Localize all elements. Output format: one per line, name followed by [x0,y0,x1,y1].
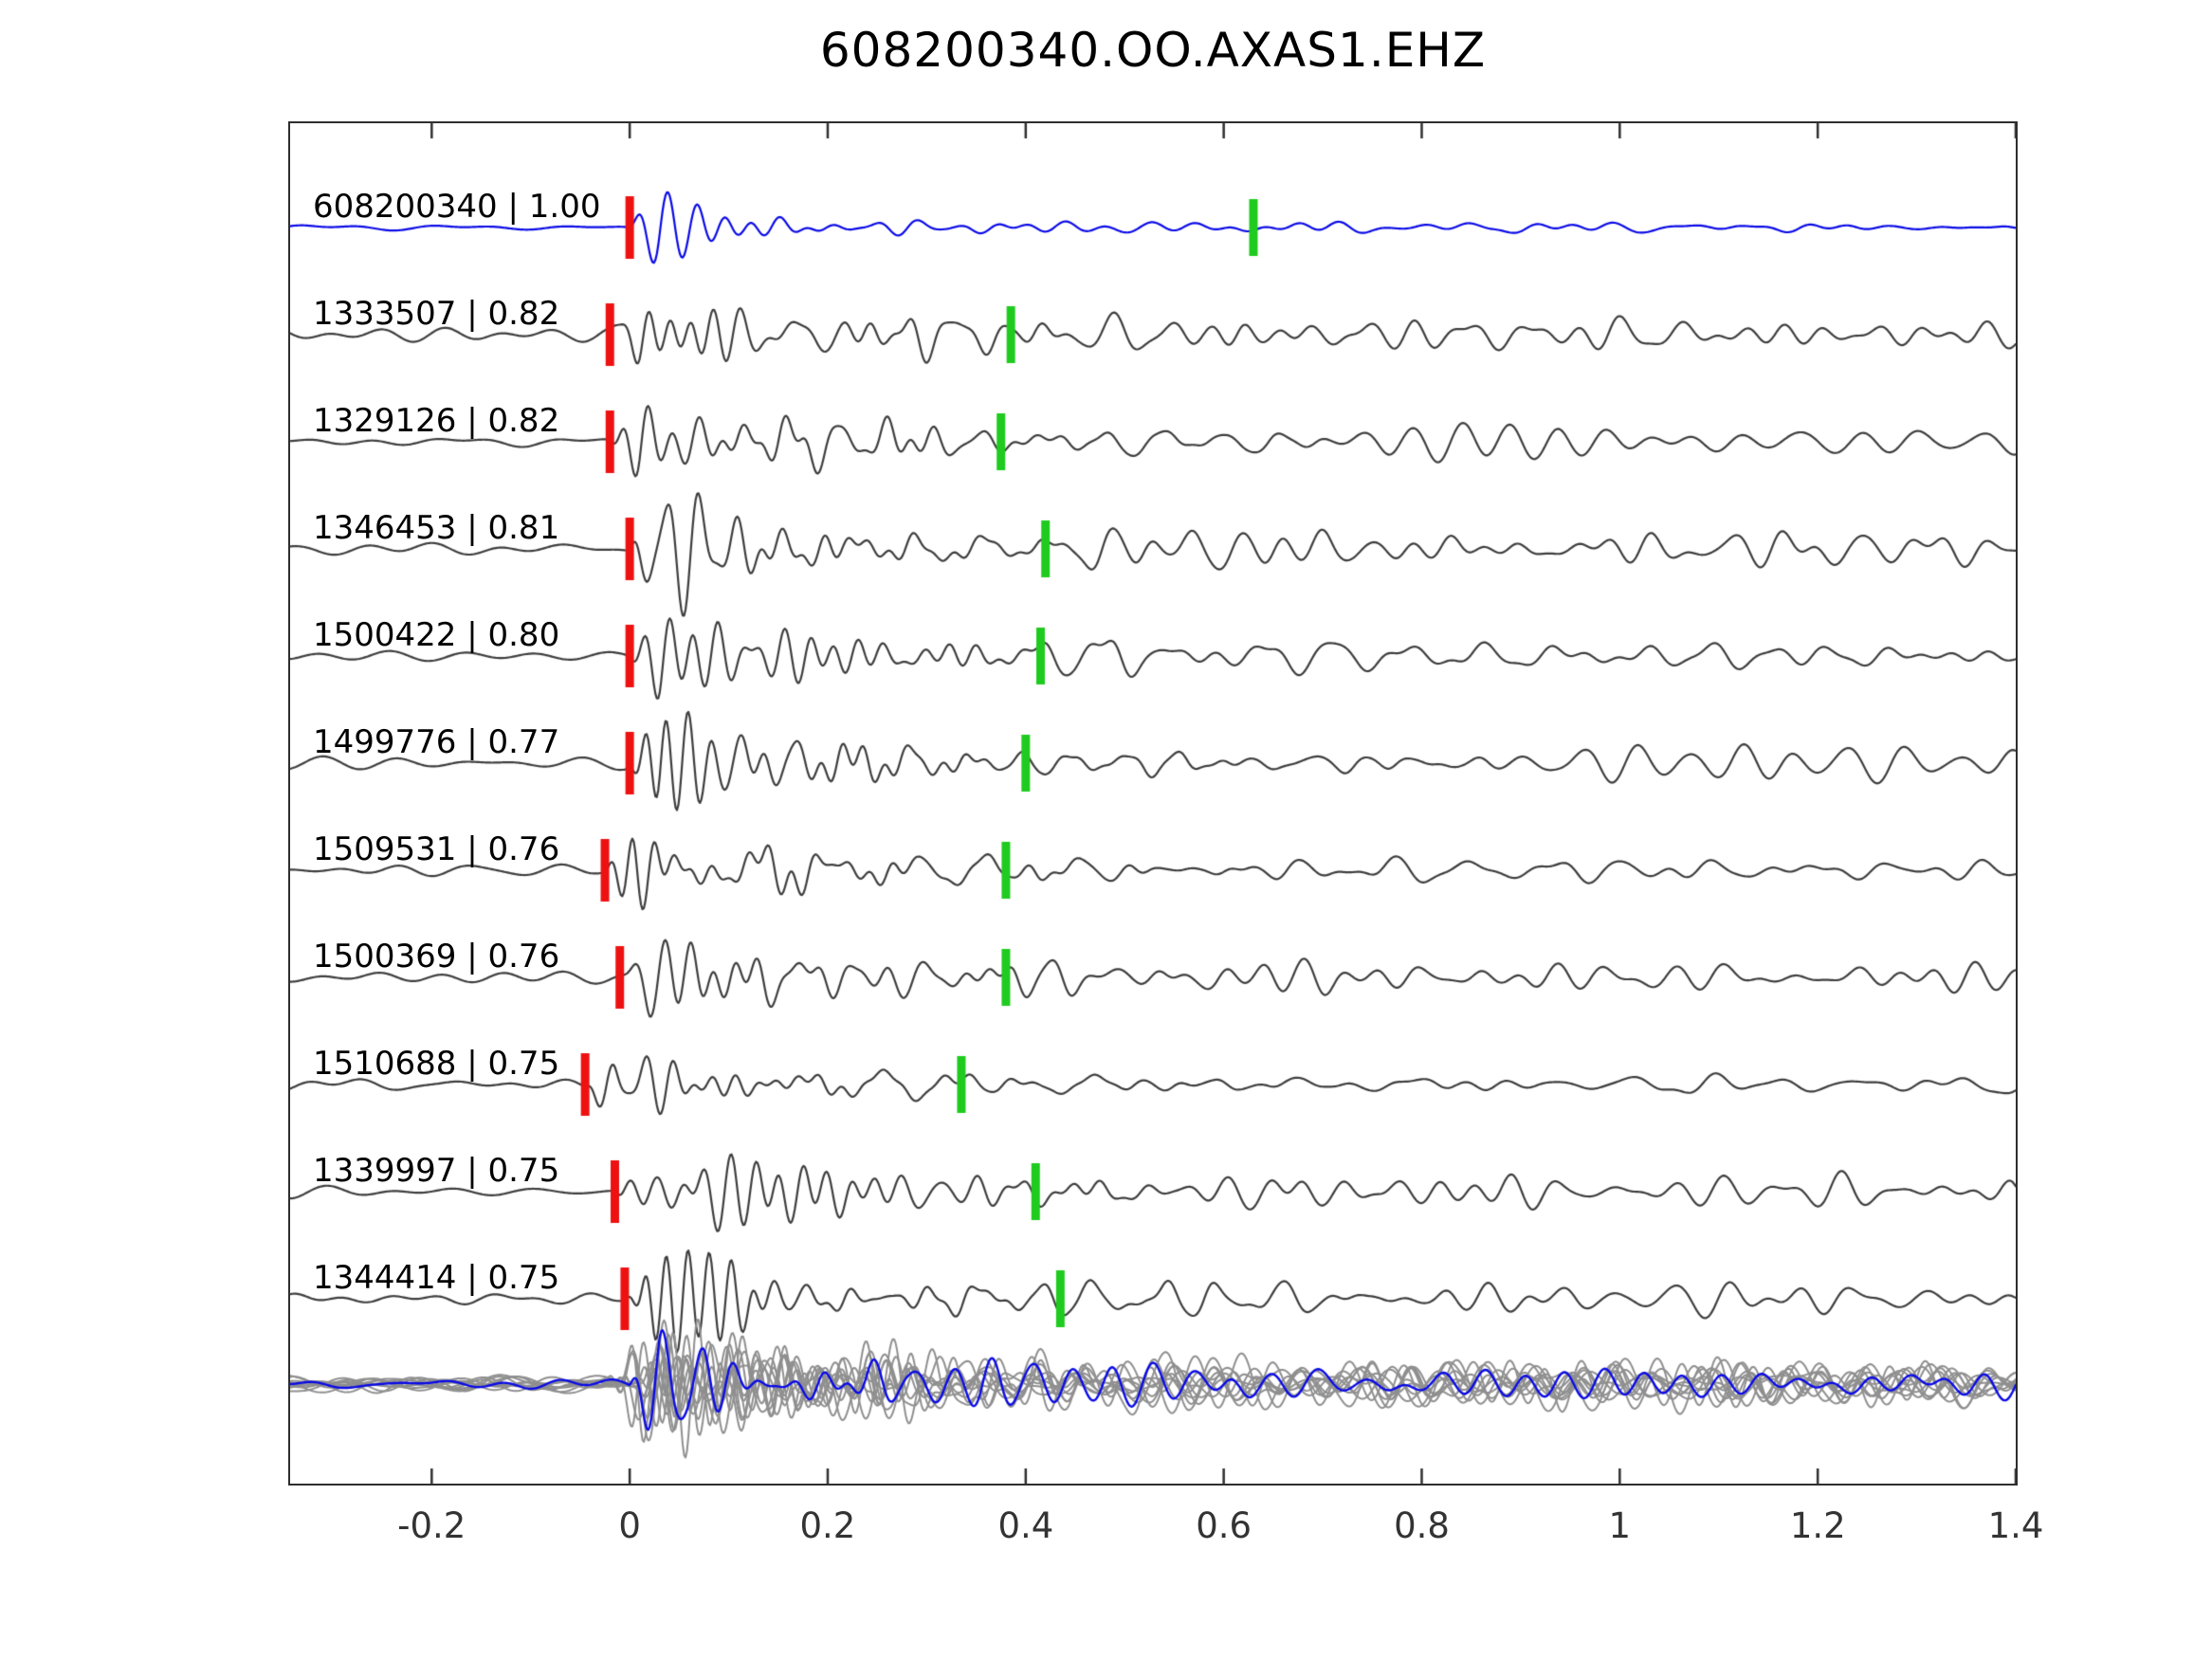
trace-label: 1329126 | 0.82 [313,402,560,440]
x-tick-label: 0.6 [1196,1505,1252,1546]
trace-label: 1333507 | 0.82 [313,295,560,333]
plot-title: 608200340.OO.AXAS1.EHZ [819,23,1487,78]
x-tick-label: 0.4 [997,1505,1054,1546]
plot-area: 608200340 | 1.00 1333507 | 0.82 1329126 … [288,121,2018,1486]
trace-label: 1344414 | 0.75 [313,1259,560,1297]
trace-label: 1509531 | 0.76 [313,830,560,868]
trace-label: 1346453 | 0.81 [313,509,560,547]
x-axis: -0.2 0 0.2 0.4 0.6 0.8 1 1.2 1.4 [290,1505,2043,1553]
trace-label: 1500369 | 0.76 [313,938,560,975]
x-tick-label: -0.2 [397,1505,466,1546]
trace-label: 608200340 | 1.00 [313,188,601,226]
trace-label: 1339997 | 0.75 [313,1152,560,1190]
x-tick-label: 1.4 [1987,1505,2044,1546]
x-tick-label: 0.8 [1394,1505,1450,1546]
x-tick-label: 1.2 [1789,1505,1846,1546]
trace-label: 1510688 | 0.75 [313,1045,560,1083]
x-tick-label: 1 [1608,1505,1632,1546]
trace-label: 1500422 | 0.80 [313,616,560,654]
trace-label: 1499776 | 0.77 [313,723,560,761]
x-tick-label: 0.2 [799,1505,856,1546]
x-tick-label: 0 [618,1505,641,1546]
waveform-canvas [290,123,2016,1484]
